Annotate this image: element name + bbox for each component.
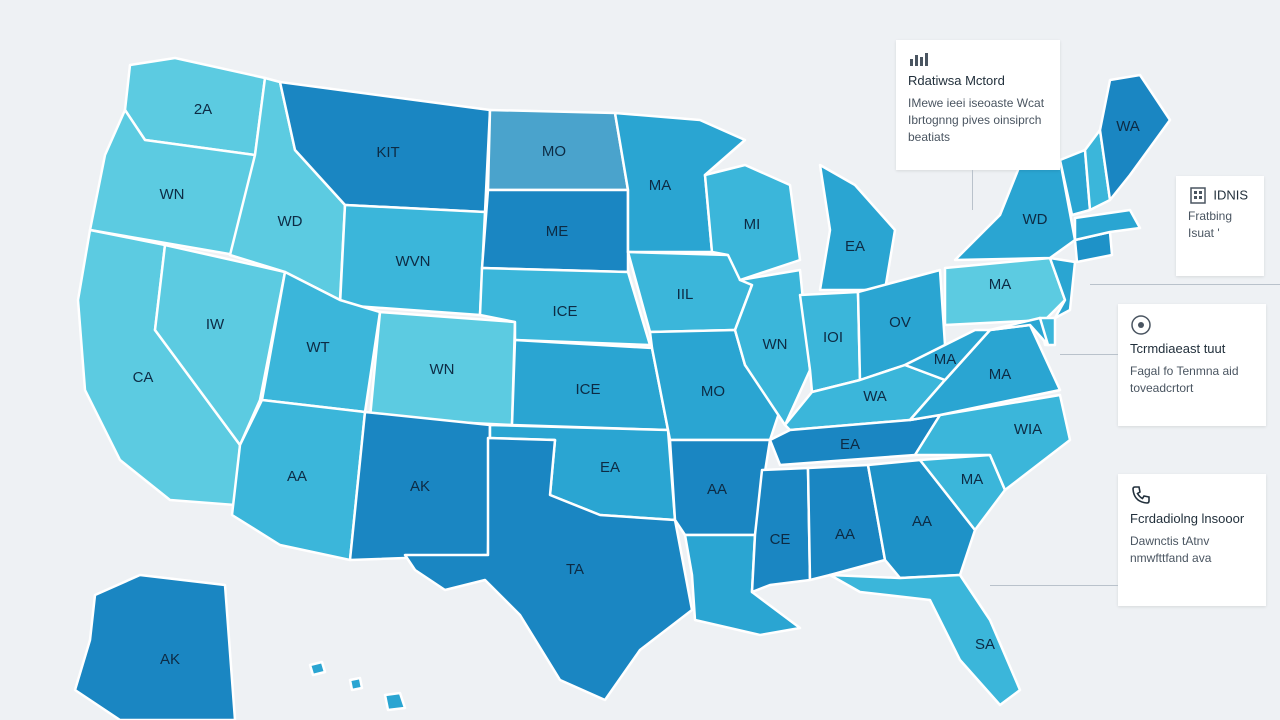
leader-line: [972, 170, 973, 210]
info-card-midatlantic: Tcrmdiaeast tuut Fagal fo Tenmna aid tov…: [1118, 304, 1266, 426]
state-ny[interactable]: [953, 158, 1077, 262]
card-text: Dawnctis tAtnv: [1130, 534, 1210, 548]
info-card-southeast: Fcrdadiolng lnsooor Dawnctis tAtnv nmwft…: [1118, 474, 1266, 606]
state-wi[interactable]: [703, 163, 802, 282]
leader-line: [990, 585, 1118, 586]
state-il[interactable]: [733, 268, 812, 427]
state-al[interactable]: [806, 463, 887, 582]
card-text: Isuat ': [1188, 226, 1220, 240]
state-fl[interactable]: [828, 573, 1022, 707]
card-text: Fratbing: [1188, 209, 1233, 223]
leader-line: [1060, 354, 1118, 355]
state-md[interactable]: [988, 316, 1050, 347]
state-ma[interactable]: [1073, 208, 1142, 242]
card-text: beatiats: [908, 130, 951, 144]
state-me[interactable]: [1098, 73, 1172, 202]
state-co[interactable]: [368, 310, 517, 427]
state-wv[interactable]: [903, 328, 992, 382]
card-text: Fagal fo Tenmna aid: [1130, 364, 1239, 378]
state-hi[interactable]: [308, 660, 407, 712]
state-wy[interactable]: [338, 203, 487, 317]
state-ks[interactable]: [510, 338, 670, 432]
card-title: IDNIS: [1213, 187, 1249, 203]
state-ms[interactable]: [750, 466, 812, 594]
leader-line: [1090, 284, 1280, 285]
card-text: toveadcrtort: [1130, 381, 1194, 395]
card-title: Fcrdadiolng lnsooor: [1130, 511, 1245, 526]
info-card-top: Rdatiwsa Mctord IMewe ieei iseoaste Wcat…: [896, 40, 1060, 170]
target-icon: [1131, 315, 1151, 335]
state-tx[interactable]: [403, 436, 694, 702]
state-nm[interactable]: [348, 410, 492, 562]
state-ar[interactable]: [668, 438, 772, 537]
state-ut[interactable]: [260, 270, 382, 414]
card-title: Rdatiwsa Mctord: [908, 73, 1005, 88]
state-az[interactable]: [230, 398, 367, 562]
state-sd[interactable]: [480, 188, 630, 274]
state-mi[interactable]: [818, 163, 897, 292]
state-in[interactable]: [798, 290, 862, 394]
card-text: Ibrtognng pives oinsiprch: [908, 113, 1042, 127]
phone-icon: [1132, 486, 1150, 504]
info-card-northeast: IDNIS Fratbing Isuat ': [1176, 176, 1264, 276]
building-icon: [1190, 187, 1206, 204]
card-text: nmwfttfand ava: [1130, 551, 1212, 565]
state-nd[interactable]: [486, 108, 630, 192]
card-title: Tcrmdiaeast tuut: [1130, 341, 1226, 356]
chart-icon: [910, 53, 928, 66]
state-ak[interactable]: [73, 573, 237, 720]
state-pa[interactable]: [943, 256, 1067, 327]
state-nj[interactable]: [1048, 256, 1077, 320]
card-text: IMewe ieei iseoaste Wcat: [908, 96, 1045, 110]
